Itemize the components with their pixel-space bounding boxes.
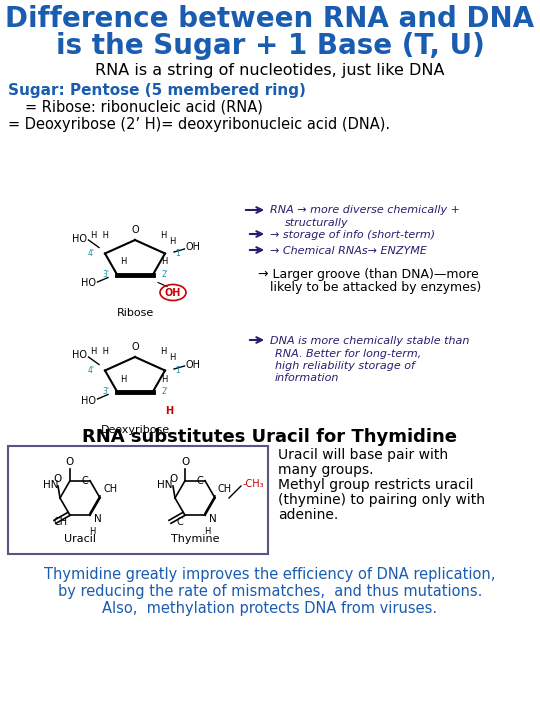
Text: 3': 3' bbox=[102, 270, 109, 279]
Text: Methyl group restricts uracil: Methyl group restricts uracil bbox=[278, 478, 474, 492]
Text: 3': 3' bbox=[102, 387, 109, 396]
Text: O: O bbox=[181, 456, 189, 467]
Text: CH: CH bbox=[54, 518, 68, 527]
Text: O: O bbox=[169, 474, 177, 484]
Text: OH: OH bbox=[186, 359, 201, 369]
Text: HN: HN bbox=[43, 480, 58, 490]
Text: high reliability storage of: high reliability storage of bbox=[275, 361, 415, 371]
Text: HN: HN bbox=[158, 480, 173, 490]
Text: information: information bbox=[275, 373, 339, 383]
Text: RNA. Better for long-term,: RNA. Better for long-term, bbox=[275, 349, 421, 359]
Text: -CH₃: -CH₃ bbox=[243, 479, 265, 489]
Text: → Larger groove (than DNA)—more: → Larger groove (than DNA)—more bbox=[258, 268, 479, 281]
Text: CH: CH bbox=[218, 484, 232, 494]
Text: DNA is more chemically stable than: DNA is more chemically stable than bbox=[270, 336, 469, 346]
Text: 4': 4' bbox=[88, 366, 95, 375]
Text: H: H bbox=[89, 527, 95, 536]
Text: many groups.: many groups. bbox=[278, 463, 374, 477]
Text: RNA → more diverse chemically +: RNA → more diverse chemically + bbox=[270, 205, 460, 215]
Text: (thymine) to pairing only with: (thymine) to pairing only with bbox=[278, 493, 485, 507]
Text: Thymidine greatly improves the efficiency of DNA replication,: Thymidine greatly improves the efficienc… bbox=[44, 567, 496, 582]
Text: HO: HO bbox=[72, 351, 87, 361]
Text: RNA is a string of nucleotides, just like DNA: RNA is a string of nucleotides, just lik… bbox=[95, 63, 445, 78]
Text: H: H bbox=[161, 374, 167, 384]
Text: 1': 1' bbox=[175, 366, 182, 375]
Text: Sugar: Pentose (5 membered ring): Sugar: Pentose (5 membered ring) bbox=[8, 83, 306, 98]
Text: by reducing the rate of mismatches,  and thus mutations.: by reducing the rate of mismatches, and … bbox=[58, 584, 482, 599]
Text: H: H bbox=[169, 354, 176, 362]
Text: O: O bbox=[131, 342, 139, 352]
Text: H: H bbox=[160, 230, 166, 240]
Text: Deoxyribose: Deoxyribose bbox=[100, 425, 170, 435]
Text: Also,  methylation protects DNA from viruses.: Also, methylation protects DNA from viru… bbox=[103, 601, 437, 616]
Text: → storage of info (short-term): → storage of info (short-term) bbox=[270, 230, 435, 240]
Text: O: O bbox=[54, 474, 62, 484]
Text: 4': 4' bbox=[88, 249, 95, 258]
Text: HO: HO bbox=[81, 395, 96, 405]
Text: 2': 2' bbox=[161, 387, 168, 396]
Text: H: H bbox=[165, 405, 173, 415]
Text: = Deoxyribose (2’ H)= deoxyribonucleic acid (DNA).: = Deoxyribose (2’ H)= deoxyribonucleic a… bbox=[8, 117, 390, 132]
Text: C: C bbox=[196, 476, 203, 486]
Text: is the Sugar + 1 Base (T, U): is the Sugar + 1 Base (T, U) bbox=[56, 32, 484, 60]
Text: Difference between RNA and DNA: Difference between RNA and DNA bbox=[5, 5, 535, 33]
Bar bbox=[8, 446, 268, 554]
Text: CH: CH bbox=[103, 484, 117, 494]
Text: C: C bbox=[176, 518, 183, 527]
Text: Ribose: Ribose bbox=[117, 308, 153, 318]
Text: H  H: H H bbox=[91, 348, 109, 356]
Text: = Ribose: ribonucleic acid (RNA): = Ribose: ribonucleic acid (RNA) bbox=[25, 99, 263, 114]
Text: structurally: structurally bbox=[285, 218, 349, 228]
Text: H: H bbox=[160, 348, 166, 356]
Text: Thymine: Thymine bbox=[171, 534, 219, 544]
Text: → Chemical RNAs→ ENZYME: → Chemical RNAs→ ENZYME bbox=[270, 246, 427, 256]
Text: OH: OH bbox=[186, 243, 201, 253]
Text: HO: HO bbox=[72, 233, 87, 243]
Text: adenine.: adenine. bbox=[278, 508, 338, 522]
Text: RNA substitutes Uracil for Thymidine: RNA substitutes Uracil for Thymidine bbox=[83, 428, 457, 446]
Text: N: N bbox=[209, 514, 217, 524]
Text: C: C bbox=[81, 476, 88, 486]
Text: H: H bbox=[161, 258, 167, 266]
Text: HO: HO bbox=[81, 279, 96, 289]
Text: OH: OH bbox=[165, 287, 181, 297]
Text: H  H: H H bbox=[91, 230, 109, 240]
Text: N: N bbox=[94, 514, 102, 524]
Text: 2': 2' bbox=[161, 270, 168, 279]
Text: Uracil will base pair with: Uracil will base pair with bbox=[278, 448, 448, 462]
Text: Uracil: Uracil bbox=[64, 534, 96, 544]
Text: 1': 1' bbox=[175, 249, 182, 258]
Text: O: O bbox=[66, 456, 74, 467]
Text: H: H bbox=[120, 258, 126, 266]
Text: H: H bbox=[204, 527, 210, 536]
Text: H: H bbox=[120, 374, 126, 384]
Text: O: O bbox=[131, 225, 139, 235]
Text: H: H bbox=[169, 236, 176, 246]
Text: likely to be attacked by enzymes): likely to be attacked by enzymes) bbox=[258, 281, 481, 294]
